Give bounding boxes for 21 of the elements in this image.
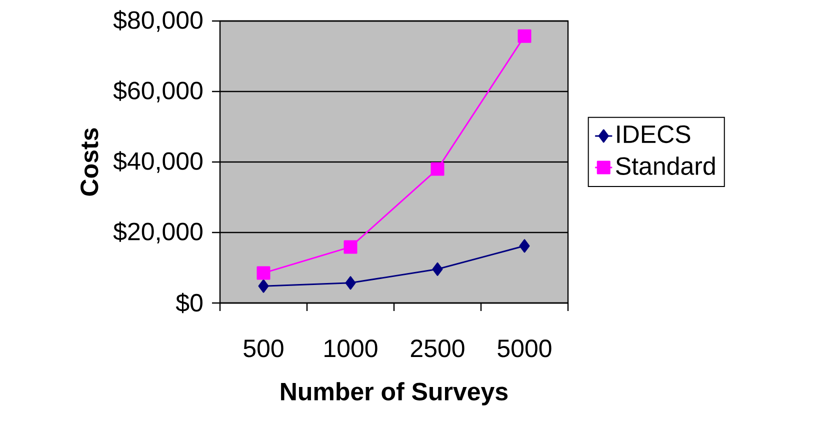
point (518, 29, 532, 43)
legend-label: IDECS (617, 125, 690, 144)
y-tick-label: $20,000 (113, 222, 202, 244)
x-tick-label: 5000 (498, 340, 552, 358)
point (432, 262, 443, 276)
y-tick-label: $60,000 (113, 80, 202, 102)
x-axis-title: Number of Surveys (281, 382, 508, 406)
y-tick-label: $80,000 (113, 10, 202, 32)
point (519, 239, 530, 253)
y-tick-label: $0 (176, 292, 202, 314)
point (256, 266, 270, 280)
x-tick-label: 500 (244, 340, 284, 358)
legend-label: Standard (616, 156, 715, 175)
point (344, 240, 358, 254)
point (258, 279, 269, 293)
y-axis-title: Costs (80, 128, 98, 196)
y-tick-label: $40,000 (113, 151, 202, 173)
x-tick-label: 2500 (410, 340, 464, 358)
point (430, 162, 444, 176)
x-tick-label: 1000 (324, 340, 378, 358)
point (345, 276, 356, 290)
